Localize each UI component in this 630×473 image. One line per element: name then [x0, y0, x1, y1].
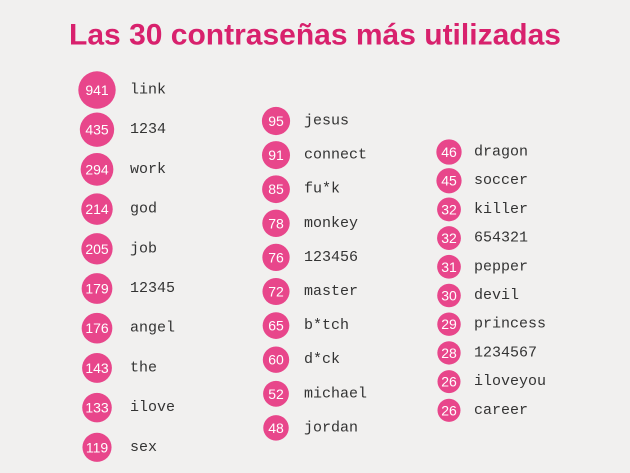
title: Las 30 contraseñas más utilizadas [69, 19, 561, 52]
count-label: 176 [85, 320, 109, 336]
count-label: 31 [441, 259, 457, 275]
password: ilove [130, 399, 175, 416]
password: michael [304, 385, 367, 402]
count-circle [262, 277, 290, 306]
count-circle [262, 243, 290, 272]
count-circle [81, 233, 113, 265]
password: devil [474, 287, 519, 304]
password: the [130, 359, 157, 376]
count-circle [263, 380, 289, 407]
count-circle [261, 141, 291, 170]
count-circle [262, 175, 290, 204]
password: jordan [304, 419, 358, 436]
count-label: 72 [268, 284, 284, 300]
count-circle [261, 106, 291, 136]
count-circle [436, 139, 462, 165]
count-label: 60 [268, 352, 284, 368]
count-label: 65 [268, 318, 284, 334]
count-label: 46 [441, 144, 457, 160]
count-label: 32 [441, 201, 457, 217]
count-label: 941 [85, 82, 109, 98]
password: sex [130, 439, 157, 456]
count-label: 30 [441, 288, 457, 304]
count-circle [262, 209, 290, 238]
count-circle [437, 398, 461, 422]
count-label: 119 [86, 439, 109, 455]
password: b*tch [304, 317, 349, 334]
password: jesus [304, 113, 349, 130]
count-circle [79, 112, 115, 147]
password: fu*k [304, 181, 340, 198]
count-label: 143 [85, 360, 109, 376]
count-circle [437, 283, 461, 308]
password: 1234567 [474, 344, 537, 361]
count-label: 435 [85, 122, 109, 138]
count-circle [262, 346, 290, 373]
count-circle [78, 71, 116, 109]
count-label: 91 [268, 147, 284, 163]
password: soccer [474, 172, 528, 189]
count-label: 294 [85, 161, 109, 177]
count-circle [437, 254, 461, 279]
count-circle [81, 273, 113, 304]
password: d*ck [304, 351, 340, 368]
password: dragon [474, 144, 528, 161]
count-label: 48 [268, 420, 284, 436]
count-label: 85 [268, 181, 284, 197]
password: 12345 [130, 280, 175, 297]
count-circle [437, 197, 461, 222]
count-circle [437, 226, 461, 251]
count-circle [81, 312, 113, 344]
password: iloveyou [474, 373, 546, 390]
count-label: 78 [268, 215, 284, 231]
count-circle [437, 341, 461, 365]
count-circle [82, 352, 112, 383]
count-label: 76 [268, 249, 284, 265]
count-label: 214 [85, 201, 109, 217]
count-circle [80, 153, 114, 186]
password: master [304, 283, 358, 300]
password: killer [474, 201, 528, 218]
password: 1234 [130, 121, 166, 138]
count-label: 28 [441, 345, 457, 361]
count-label: 45 [441, 173, 457, 189]
password: god [130, 201, 157, 218]
count-label: 32 [441, 230, 457, 246]
count-circle [436, 168, 462, 194]
password: connect [304, 147, 367, 164]
count-label: 133 [85, 400, 109, 416]
password: work [130, 161, 166, 178]
count-circle [263, 415, 289, 441]
count-label: 26 [441, 402, 457, 418]
password: princess [474, 316, 546, 333]
password: 123456 [304, 249, 358, 266]
password: link [130, 82, 166, 99]
password: pepper [474, 258, 528, 275]
count-circle [82, 392, 112, 423]
password: 654321 [474, 230, 528, 247]
count-circle [81, 193, 113, 225]
password: monkey [304, 215, 358, 232]
count-circle [437, 312, 461, 336]
count-label: 205 [85, 241, 109, 257]
count-label: 26 [441, 374, 457, 390]
count-circle [437, 370, 461, 394]
count-circle [262, 312, 290, 339]
count-label: 29 [441, 316, 457, 332]
count-circle [82, 432, 112, 462]
password: angel [130, 320, 175, 337]
password: job [130, 240, 157, 257]
count-label: 95 [268, 113, 284, 129]
password: career [474, 402, 528, 419]
count-label: 52 [268, 386, 284, 402]
count-label: 179 [85, 281, 109, 297]
